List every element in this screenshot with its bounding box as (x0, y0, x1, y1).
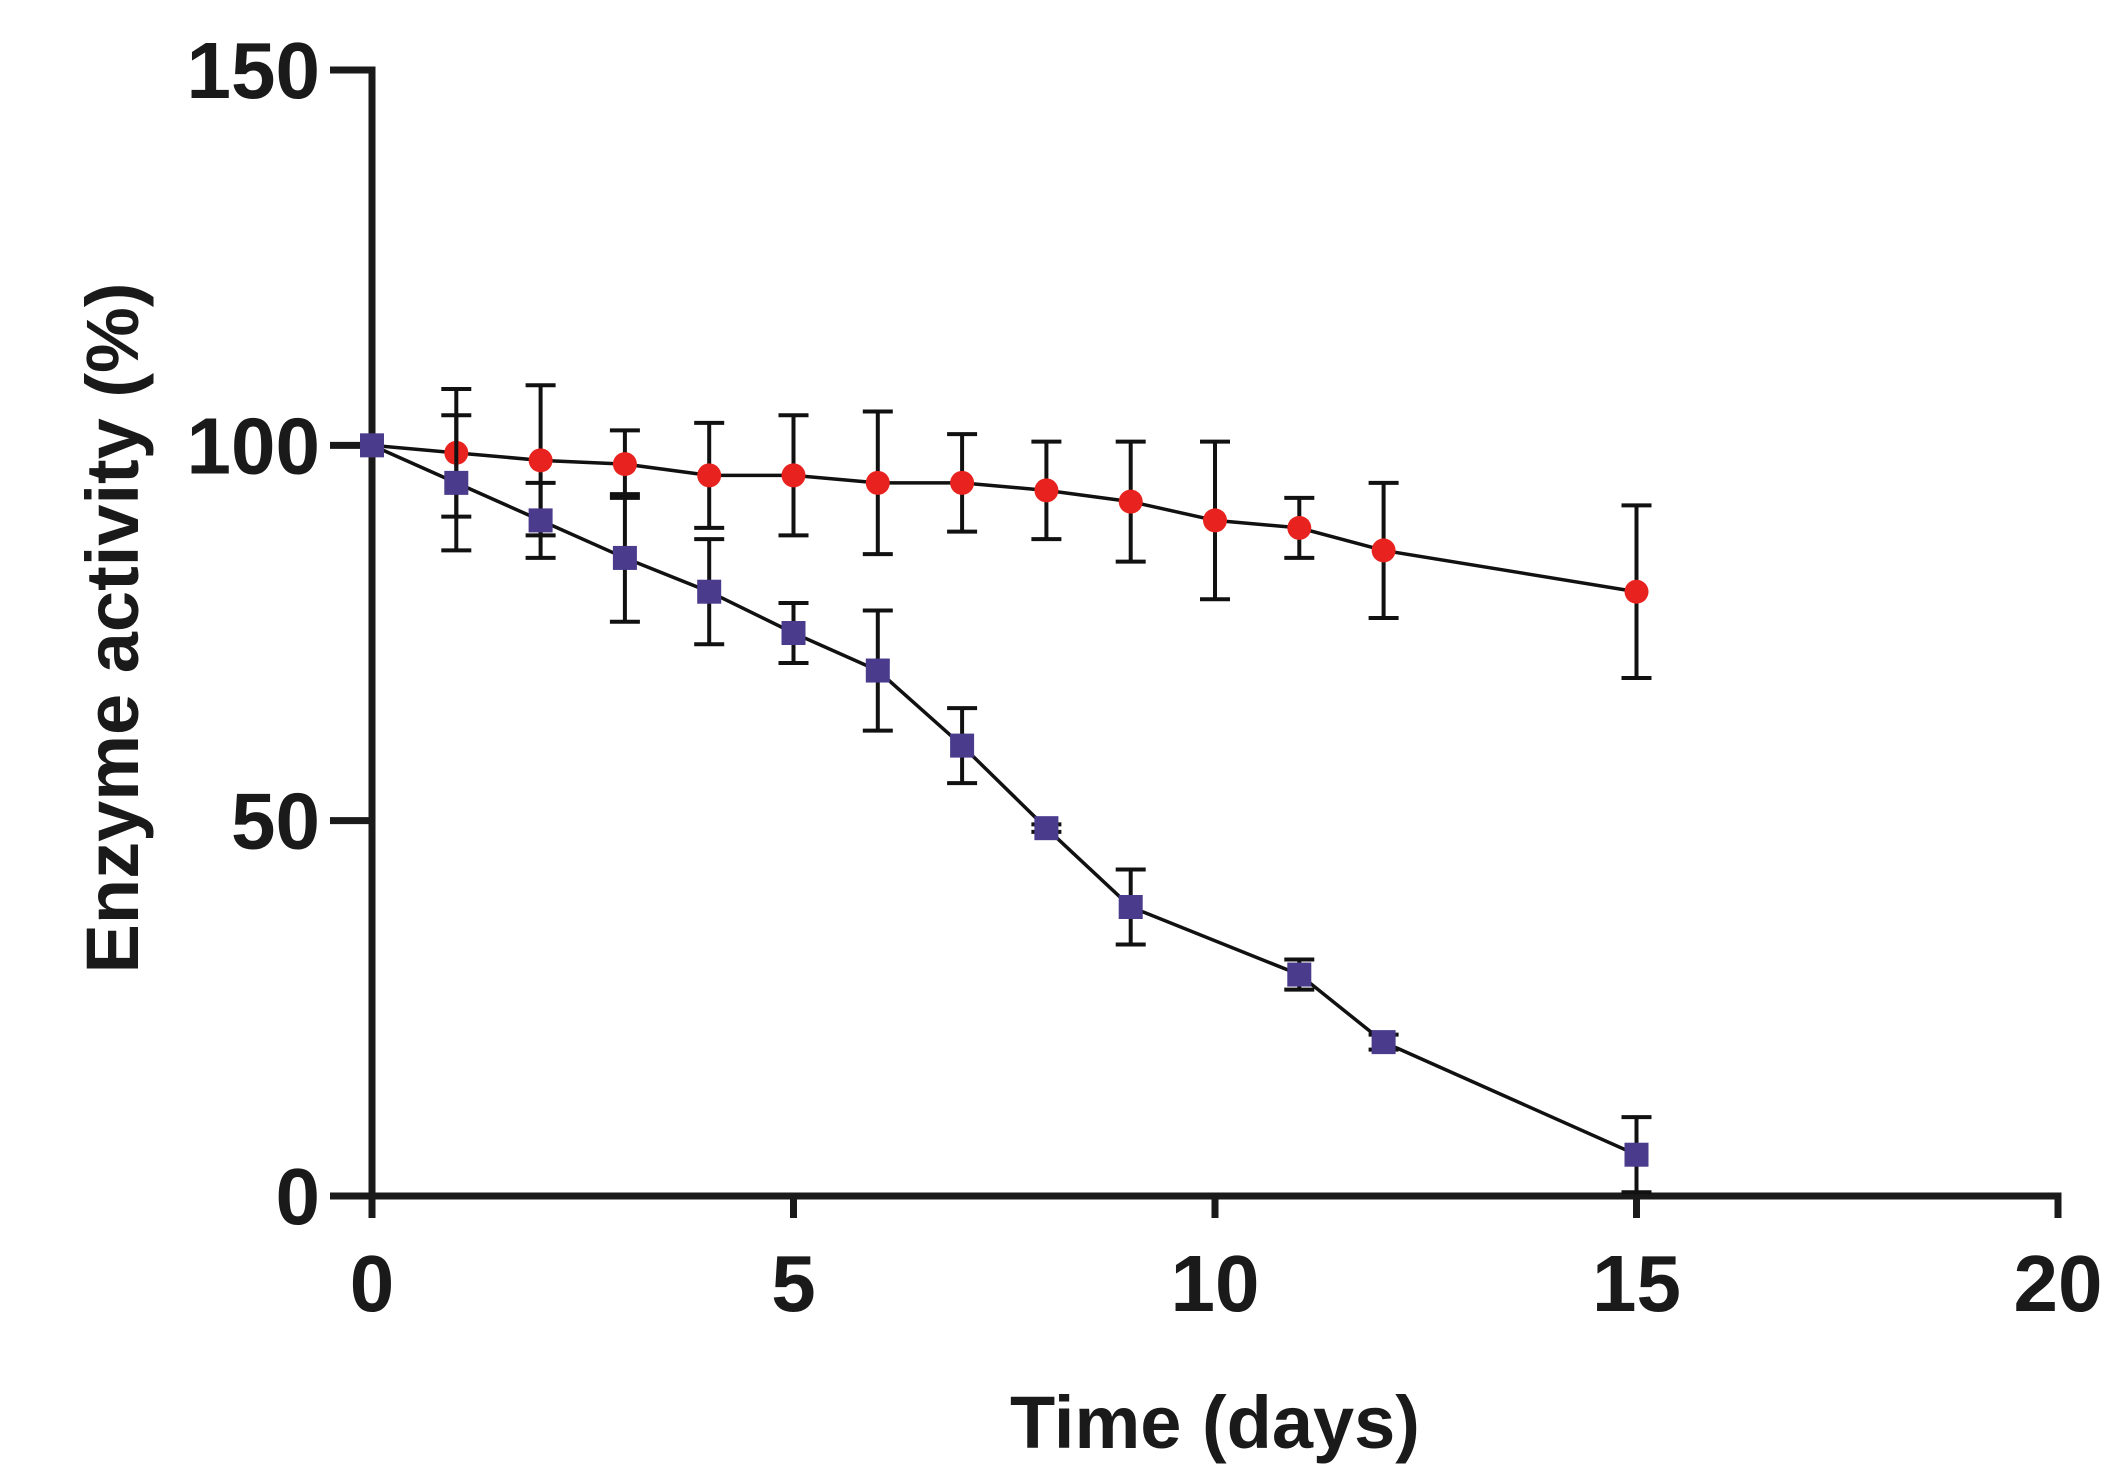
data-point (950, 733, 975, 758)
data-point (865, 658, 890, 683)
data-point (697, 463, 722, 488)
data-point (360, 433, 384, 458)
series-purple-squares (360, 413, 1652, 1195)
x-tick-label: 5 (771, 1239, 816, 1328)
data-point (1287, 962, 1312, 987)
data-point (1371, 1030, 1396, 1055)
x-tick-label: 10 (1171, 1239, 1260, 1328)
series-line (371, 443, 1638, 1157)
data-point (1118, 894, 1143, 919)
ticks (330, 66, 2062, 1218)
data-point (528, 508, 553, 533)
y-tick-label: 100 (187, 401, 320, 490)
data-point (781, 463, 806, 488)
data-point (697, 579, 722, 604)
data-point (781, 621, 806, 645)
x-tick-label: 15 (1592, 1239, 1681, 1328)
data-point (1034, 478, 1059, 503)
series-layer (360, 383, 1652, 1195)
data-point (528, 448, 553, 473)
axes (368, 66, 2062, 1200)
series-line (371, 443, 1637, 594)
data-point (1034, 816, 1059, 841)
y-axis-title: Enzyme activity (%) (71, 283, 154, 974)
data-point (1624, 1142, 1649, 1167)
data-point (612, 452, 637, 477)
data-point (950, 470, 975, 495)
y-tick-label: 50 (231, 777, 320, 866)
data-point (1287, 515, 1312, 540)
x-axis-title: Time (days) (1010, 1381, 1420, 1464)
tick-labels: 0 5 10 15 20 0 50 100 150 (187, 26, 2103, 1328)
data-point (444, 470, 469, 495)
data-point (1118, 489, 1143, 514)
data-point (1203, 508, 1227, 533)
data-point (1624, 579, 1649, 604)
x-tick-label: 0 (350, 1239, 395, 1328)
series-red-circles (360, 383, 1652, 681)
x-tick-label: 20 (2014, 1239, 2103, 1328)
data-point (865, 470, 890, 495)
data-point (612, 545, 637, 570)
y-tick-label: 150 (187, 26, 320, 115)
y-tick-label: 0 (276, 1152, 321, 1241)
data-point (1371, 538, 1396, 563)
